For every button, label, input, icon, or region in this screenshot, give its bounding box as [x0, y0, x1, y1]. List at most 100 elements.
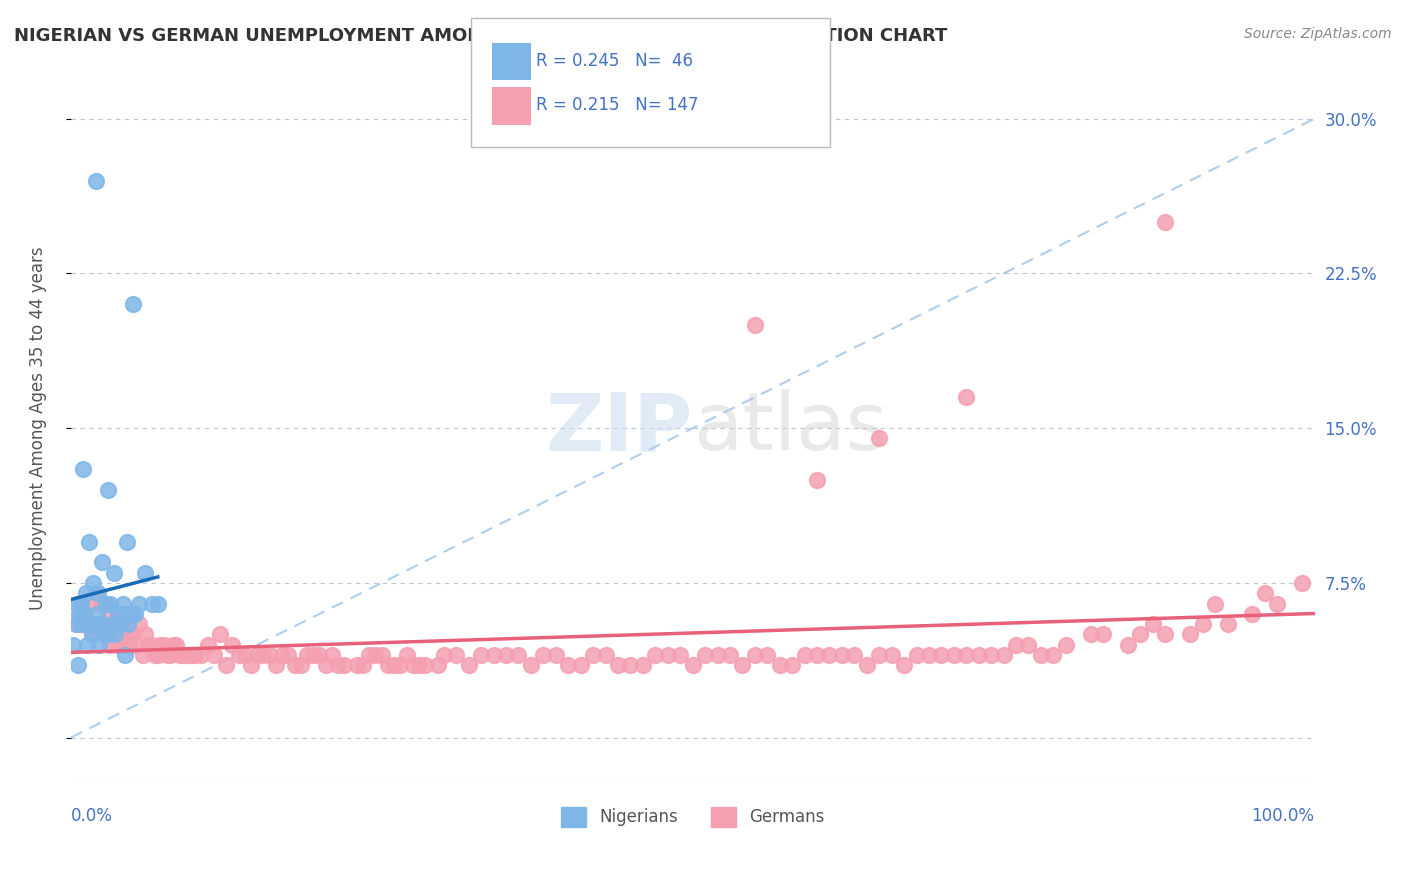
- Point: [844, 648, 866, 662]
- Point: [77, 617, 100, 632]
- Point: [402, 658, 425, 673]
- Point: [531, 648, 554, 662]
- Point: [619, 658, 641, 673]
- Point: [83, 617, 105, 632]
- Point: [202, 648, 225, 662]
- Point: [290, 658, 312, 673]
- Point: [97, 483, 120, 497]
- Point: [382, 658, 405, 673]
- Point: [89, 638, 111, 652]
- Point: [120, 627, 142, 641]
- Point: [1029, 648, 1052, 662]
- Point: [159, 648, 181, 662]
- Point: [744, 648, 766, 662]
- Point: [806, 473, 828, 487]
- Point: [146, 597, 169, 611]
- Text: atlas: atlas: [693, 389, 887, 467]
- Point: [370, 648, 392, 662]
- Point: [149, 638, 172, 652]
- Point: [252, 648, 274, 662]
- Point: [67, 658, 90, 673]
- Point: [89, 617, 111, 632]
- Point: [105, 638, 128, 652]
- Point: [413, 658, 436, 673]
- Text: R = 0.245   N=  46: R = 0.245 N= 46: [536, 52, 693, 70]
- Point: [174, 648, 197, 662]
- Point: [893, 658, 915, 673]
- Point: [104, 627, 127, 641]
- Point: [259, 648, 281, 662]
- Point: [66, 597, 89, 611]
- Point: [1204, 597, 1226, 611]
- Point: [141, 638, 163, 652]
- Point: [134, 566, 156, 580]
- Point: [1154, 627, 1177, 641]
- Point: [111, 597, 134, 611]
- Point: [818, 648, 841, 662]
- Point: [470, 648, 492, 662]
- Point: [831, 648, 853, 662]
- Point: [302, 648, 325, 662]
- Point: [103, 566, 125, 580]
- Point: [190, 648, 212, 662]
- Point: [277, 648, 299, 662]
- Point: [806, 648, 828, 662]
- Point: [136, 638, 159, 652]
- Point: [69, 607, 91, 621]
- Point: [162, 638, 184, 652]
- Point: [1092, 627, 1115, 641]
- Point: [94, 627, 117, 641]
- Point: [82, 575, 104, 590]
- Point: [120, 607, 142, 621]
- Point: [544, 648, 567, 662]
- Point: [942, 648, 965, 662]
- Point: [124, 607, 146, 621]
- Point: [389, 658, 412, 673]
- Point: [657, 648, 679, 662]
- Point: [433, 648, 456, 662]
- Legend: Nigerians, Germans: Nigerians, Germans: [554, 800, 831, 834]
- Point: [122, 627, 145, 641]
- Point: [271, 648, 294, 662]
- Point: [1142, 617, 1164, 632]
- Point: [114, 648, 136, 662]
- Point: [931, 648, 953, 662]
- Point: [1116, 638, 1139, 652]
- Point: [146, 648, 169, 662]
- Point: [346, 658, 368, 673]
- Point: [352, 658, 374, 673]
- Point: [177, 648, 200, 662]
- Point: [172, 648, 194, 662]
- Point: [1042, 648, 1064, 662]
- Point: [97, 627, 120, 641]
- Point: [128, 597, 150, 611]
- Point: [1191, 617, 1213, 632]
- Point: [315, 658, 337, 673]
- Point: [333, 658, 356, 673]
- Point: [1241, 607, 1264, 621]
- Point: [76, 638, 98, 652]
- Point: [100, 597, 122, 611]
- Point: [84, 586, 107, 600]
- Point: [115, 534, 138, 549]
- Point: [364, 648, 387, 662]
- Point: [308, 648, 330, 662]
- Point: [682, 658, 704, 673]
- Point: [107, 607, 129, 621]
- Point: [569, 658, 592, 673]
- Point: [1291, 575, 1313, 590]
- Point: [111, 638, 134, 652]
- Point: [868, 432, 890, 446]
- Point: [165, 638, 187, 652]
- Point: [82, 627, 104, 641]
- Point: [228, 648, 250, 662]
- Point: [520, 658, 543, 673]
- Point: [955, 648, 977, 662]
- Point: [84, 173, 107, 187]
- Point: [80, 627, 103, 641]
- Point: [1265, 597, 1288, 611]
- Point: [855, 658, 877, 673]
- Point: [100, 638, 122, 652]
- Point: [215, 658, 238, 673]
- Point: [87, 617, 110, 632]
